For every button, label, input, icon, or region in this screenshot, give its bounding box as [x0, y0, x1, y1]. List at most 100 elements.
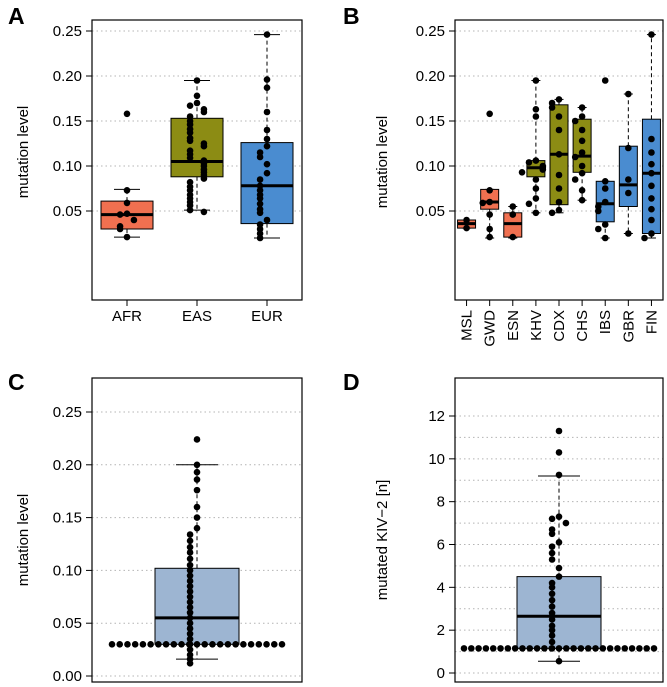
data-point: [186, 609, 194, 616]
data-point: [263, 216, 271, 224]
data-point: [578, 149, 586, 156]
y-tick-label: 6: [437, 537, 445, 554]
x-tick-label: AFR: [112, 308, 142, 325]
plot-frame: [454, 19, 664, 301]
data-point: [186, 630, 194, 638]
data-point: [486, 225, 493, 233]
data-point: [578, 187, 586, 194]
data-point: [555, 645, 563, 652]
data-point: [186, 593, 194, 601]
data-point: [532, 77, 540, 84]
y-tick-label: 10: [428, 451, 445, 468]
panel-c-ylabel: mutation level: [15, 494, 32, 587]
data-point: [147, 641, 154, 648]
panel-b-ylabel: mutation level: [374, 116, 391, 209]
data-point: [186, 598, 194, 606]
data-point: [123, 199, 131, 207]
data-point: [539, 166, 547, 173]
data-point: [509, 211, 517, 218]
data-point: [532, 176, 540, 183]
data-point: [555, 471, 563, 479]
y-tick-label: 0.05: [53, 203, 82, 220]
data-point: [532, 106, 540, 113]
panel-d-plot: 0 2 4 6 8 10 12: [428, 377, 664, 683]
data-point: [475, 645, 482, 652]
data-point: [584, 645, 592, 652]
data-point: [193, 503, 201, 511]
data-point: [518, 169, 526, 176]
data-point: [625, 230, 632, 237]
data-point: [186, 614, 194, 622]
x-tick-label: IBS: [597, 310, 614, 334]
data-point: [186, 531, 194, 538]
data-point: [548, 543, 556, 550]
data-point: [240, 641, 247, 648]
data-point: [578, 137, 586, 145]
data-point: [648, 160, 655, 168]
data-point: [548, 596, 556, 604]
y-tick-label: 0.15: [416, 113, 445, 130]
plot-frame: [454, 377, 664, 683]
data-point: [548, 616, 556, 623]
data-point: [486, 233, 493, 241]
data-point: [116, 641, 124, 648]
data-point: [263, 126, 271, 134]
data-point: [525, 159, 533, 166]
data-point: [209, 641, 216, 648]
data-point: [555, 185, 563, 192]
data-point: [270, 641, 278, 648]
data-point: [548, 603, 556, 610]
data-point: [650, 645, 658, 652]
data-point: [648, 195, 655, 202]
y-tick-label: 0.15: [53, 113, 82, 130]
data-point: [486, 198, 493, 206]
data-point: [170, 641, 178, 648]
data-point: [533, 645, 541, 652]
data-point: [200, 175, 208, 182]
data-point: [123, 233, 131, 241]
data-point: [578, 169, 586, 177]
data-point: [178, 641, 185, 648]
panel-c-plot: 0.00 0.05 0.10 0.15 0.20 0.25: [53, 377, 303, 685]
data-point: [186, 619, 194, 627]
data-point: [193, 486, 201, 494]
data-point: [504, 645, 512, 652]
data-point: [548, 104, 556, 111]
data-point: [193, 77, 201, 84]
y-tick-label: 0.20: [416, 68, 445, 85]
y-tick-label: 0.05: [53, 615, 82, 632]
data-point: [193, 99, 201, 107]
y-tick-label: 0.10: [416, 158, 445, 175]
data-point: [641, 234, 648, 242]
data-point: [479, 199, 487, 207]
data-point: [186, 572, 194, 579]
data-point: [601, 221, 609, 228]
data-point: [578, 196, 586, 204]
data-point: [263, 108, 271, 116]
data-point: [186, 660, 194, 667]
data-point: [193, 436, 201, 443]
data-point: [601, 77, 609, 84]
data-point: [648, 31, 655, 38]
data-point: [216, 641, 224, 648]
data-point: [555, 564, 563, 572]
data-point: [186, 129, 194, 136]
data-point: [555, 206, 563, 214]
data-point: [186, 582, 194, 590]
data-point: [486, 110, 493, 118]
box-all: [154, 567, 240, 645]
data-point: [571, 153, 579, 161]
plot-frame: [91, 19, 303, 301]
data-point: [193, 476, 201, 483]
data-point: [594, 207, 602, 215]
data-point: [139, 641, 147, 648]
y-tick-label: 0.10: [53, 158, 82, 175]
x-tick-label: EAS: [182, 308, 212, 325]
data-point: [486, 187, 493, 194]
panel-b-plot: 0.05 0.10 0.15 0.20 0.25 MSL GWD ESN KHV CDX CHS IB…: [416, 19, 664, 347]
data-point: [463, 224, 470, 232]
data-point: [648, 230, 655, 237]
data-point: [509, 233, 517, 241]
y-tick-label: 0.05: [416, 203, 445, 220]
data-point: [548, 209, 556, 217]
